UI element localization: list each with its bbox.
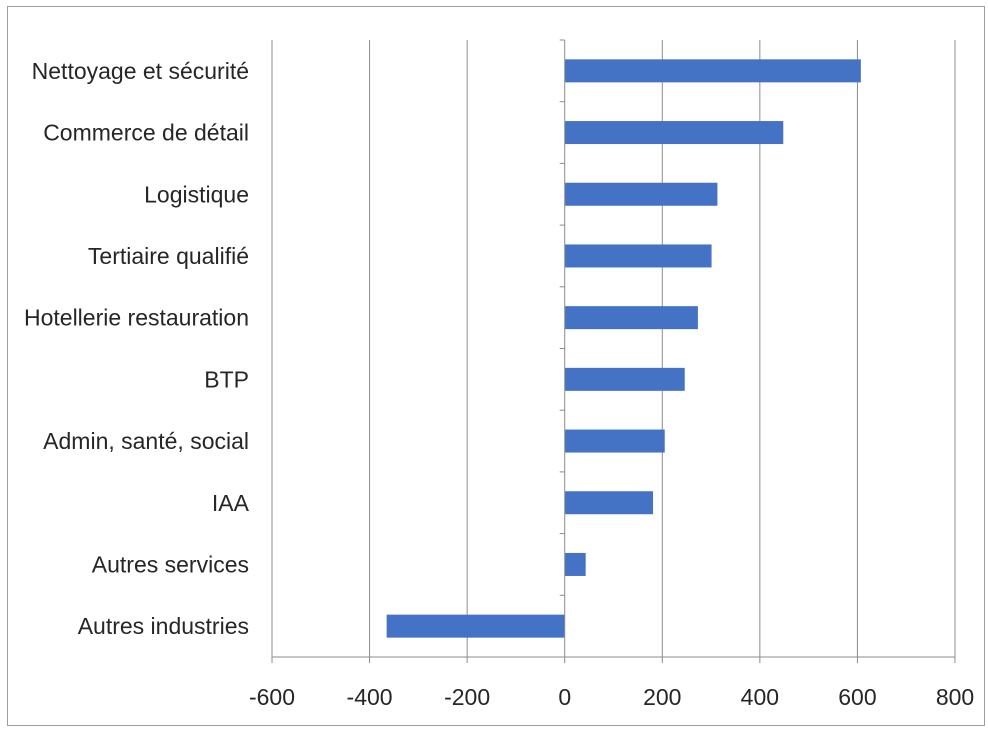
bar [564,491,654,515]
category-label: Logistique [144,181,249,207]
bars [386,59,861,638]
x-tick-label: -600 [249,684,295,710]
bar [564,244,712,268]
bar [386,614,565,638]
bar [564,121,784,145]
x-tick-label: 600 [838,684,876,710]
x-tick-label: 200 [643,684,681,710]
chart-frame [7,6,985,726]
bar [564,367,685,391]
category-label: Autres industries [78,613,249,639]
category-label: Commerce de détail [43,120,249,146]
x-tick-label: 800 [936,684,974,710]
category-label: Hotellerie restauration [24,305,249,331]
category-label: BTP [204,366,249,392]
x-tick-label: -400 [347,684,393,710]
x-tick-label: 0 [558,684,571,710]
category-labels: Nettoyage et sécurité Commerce de détail L… [24,58,250,639]
bar [564,182,718,206]
category-label: Nettoyage et sécurité [32,58,249,84]
axes [271,39,956,663]
category-label: IAA [212,490,250,516]
bar [564,306,698,330]
x-tick-label: -200 [444,684,490,710]
x-tick-label: 400 [741,684,779,710]
bar [564,552,586,576]
bar [564,429,665,453]
category-label: Admin, santé, social [43,428,249,454]
category-label: Tertiaire qualifié [88,243,249,269]
category-label: Autres services [92,551,249,577]
x-tick-labels: -600 -400 -200 0 200 400 600 800 [249,684,974,710]
bar [564,59,861,83]
